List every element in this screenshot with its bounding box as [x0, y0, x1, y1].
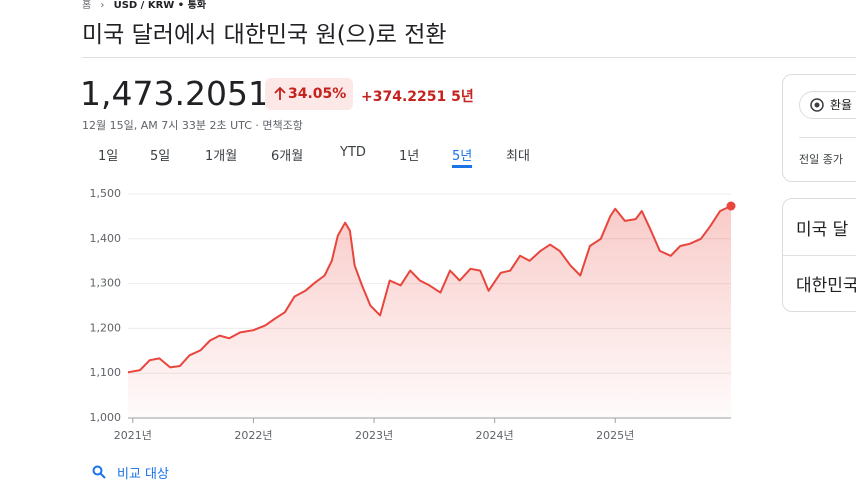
- search-icon: [92, 465, 106, 479]
- range-tab[interactable]: 5일: [150, 149, 171, 164]
- change-amount: +374.2251: [361, 89, 447, 105]
- timestamp-row: 12월 15일, AM 7시 33분 2초 UTC · 면책조항: [82, 119, 303, 132]
- price: 1,473.2051: [80, 74, 269, 113]
- breadcrumb: 홈 › USD / KRW • 통화: [82, 0, 206, 11]
- y-tick-label: 1,100: [90, 366, 122, 379]
- breadcrumb-separator: ›: [100, 0, 105, 11]
- divider: [82, 57, 856, 58]
- page-title: 미국 달러에서 대한민국 원(으)로 전환: [82, 22, 447, 48]
- up-arrow: [274, 87, 286, 100]
- last-point: [726, 201, 736, 211]
- y-tick-label: 1,000: [90, 411, 122, 424]
- chart: 1,000 1,100 1,200 1,300 1,400 1,500 2021년 2022년…: [90, 187, 736, 442]
- disclaimer-link[interactable]: 면책조항: [262, 119, 303, 132]
- x-tick-label: 2024년: [476, 429, 514, 442]
- card-divider: [783, 255, 856, 256]
- range-tab[interactable]: YTD: [340, 145, 366, 160]
- line: [127, 205, 732, 374]
- range-tab[interactable]: 1년: [399, 149, 420, 164]
- range-tab[interactable]: 6개월: [271, 149, 304, 164]
- exchange-button[interactable]: 환율: [799, 91, 856, 119]
- range-tab[interactable]: 5년: [452, 145, 473, 168]
- x-tick-label: 2022년: [234, 429, 272, 442]
- area: [128, 206, 731, 418]
- prev-close-label: 전일 종가: [799, 153, 843, 166]
- change-period: 5년: [451, 89, 474, 105]
- y-tick-label: 1,300: [90, 277, 122, 290]
- card-divider: [799, 137, 856, 138]
- x-tick-label: 2021년: [114, 429, 152, 442]
- y-tick-label: 1,500: [90, 187, 122, 200]
- y-tick-label: 1,400: [90, 232, 122, 245]
- change-row: +374.2251 5년: [361, 86, 474, 106]
- change-percent: 34.05%: [288, 86, 347, 102]
- compare-link[interactable]: 비교 대상: [92, 463, 169, 480]
- range-tab[interactable]: 1개월: [205, 149, 238, 164]
- currency-icon: [810, 98, 824, 112]
- breadcrumb-pair[interactable]: USD / KRW • 통화: [113, 0, 207, 11]
- x-tick-label: 2025년: [596, 429, 634, 442]
- range-tab[interactable]: 최대: [506, 149, 530, 164]
- x-tick-label: 2023년: [355, 429, 393, 442]
- change-badge: 34.05%: [265, 78, 353, 110]
- range-tab[interactable]: 1일: [98, 149, 119, 164]
- timestamp: 12월 15일, AM 7시 33분 2초 UTC: [82, 119, 252, 132]
- from-currency[interactable]: 미국 달: [796, 220, 849, 240]
- breadcrumb-home[interactable]: 홈: [82, 0, 92, 11]
- compare-label: 비교 대상: [117, 467, 169, 480]
- currency-card: 미국 달 대한민국: [782, 198, 856, 312]
- y-tick-label: 1,200: [90, 321, 122, 334]
- exchange-button-label: 환율: [830, 98, 853, 112]
- to-currency[interactable]: 대한민국: [796, 276, 856, 296]
- converter-card: 환율 전일 종가: [782, 74, 856, 182]
